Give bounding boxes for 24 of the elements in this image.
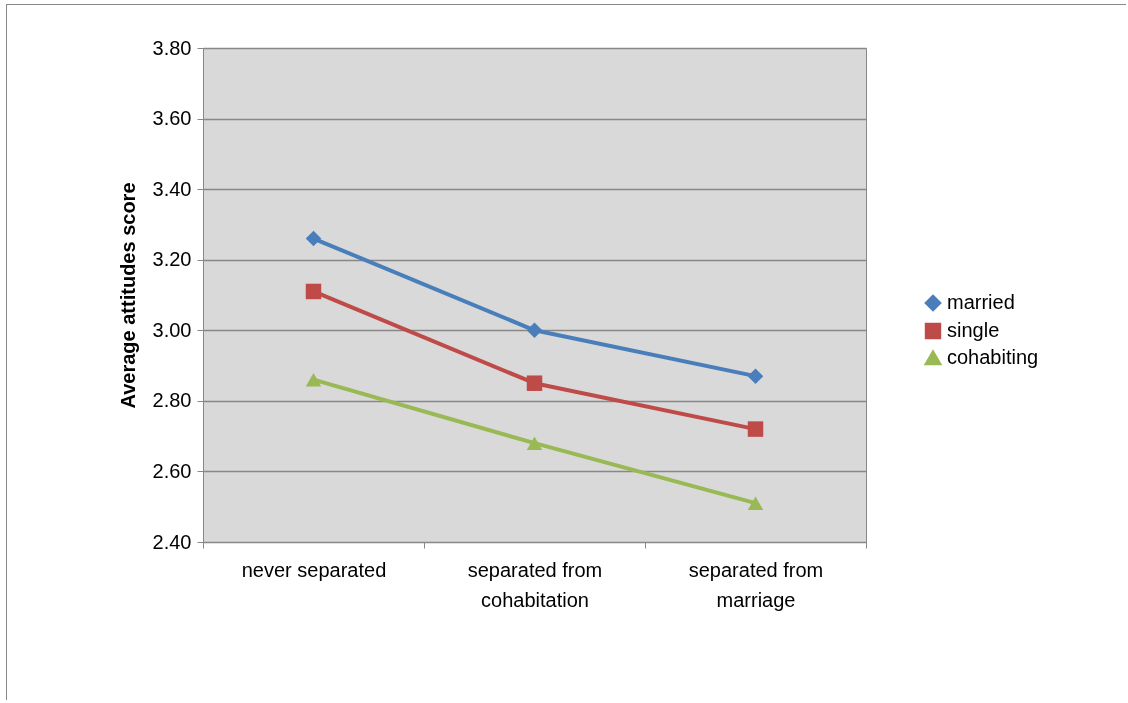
point bbox=[305, 230, 322, 247]
x-tick-label: separated from cohabitation bbox=[467, 558, 603, 611]
y-tick-label: 3.80 bbox=[152, 36, 192, 59]
point bbox=[305, 372, 322, 387]
point bbox=[305, 283, 322, 300]
x-tick-label: never separated bbox=[241, 558, 387, 581]
x-tick-label: separated from marriage bbox=[688, 558, 824, 611]
y-tick-label: 3.00 bbox=[152, 318, 192, 341]
point bbox=[747, 496, 764, 510]
y-tick-label: 3.40 bbox=[152, 177, 192, 200]
point bbox=[526, 436, 543, 450]
y-tick-label: 2.40 bbox=[152, 530, 192, 553]
point bbox=[526, 322, 543, 339]
legend-label: single bbox=[947, 319, 1000, 341]
y-tick-label: 3.20 bbox=[152, 248, 192, 271]
point bbox=[526, 375, 543, 391]
y-tick-label: 2.60 bbox=[152, 459, 192, 482]
legend-label: married bbox=[947, 291, 1015, 313]
y-axis-title: Average attitudes score bbox=[116, 182, 139, 409]
y-tick-label: 2.80 bbox=[152, 389, 192, 412]
point bbox=[747, 421, 764, 437]
legend-label: cohabiting bbox=[947, 346, 1039, 368]
point bbox=[747, 368, 764, 384]
y-tick-label: 3.60 bbox=[152, 107, 192, 130]
